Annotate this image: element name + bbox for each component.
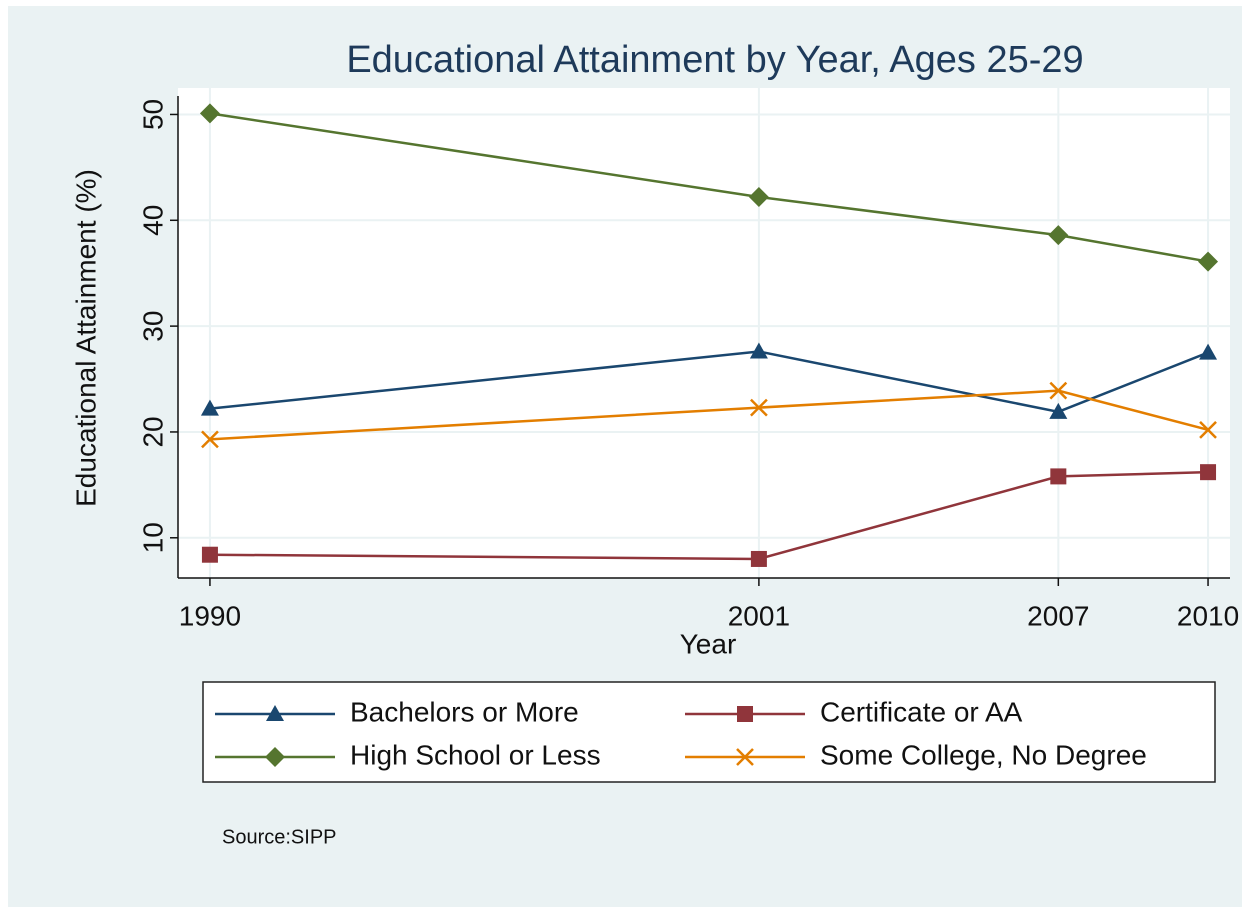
legend-label: High School or Less <box>350 739 601 770</box>
y-axis-title: Educational Attainment (%) <box>70 169 101 507</box>
plot-region <box>178 88 1230 578</box>
legend-marker <box>736 748 754 766</box>
data-point <box>1198 251 1219 272</box>
data-point <box>748 187 769 208</box>
series-line <box>209 389 1209 441</box>
legend-box <box>202 681 1216 783</box>
data-point <box>749 342 768 359</box>
x-axis-title: Year <box>680 628 737 659</box>
y-tick-label: 50 <box>137 99 168 130</box>
data-point <box>1199 420 1217 439</box>
x-tick-label: 2001 <box>728 600 790 631</box>
y-tick-label: 20 <box>137 416 168 447</box>
data-point <box>200 399 219 416</box>
data-point <box>1199 343 1218 360</box>
series-line <box>209 350 1209 414</box>
data-point <box>201 430 219 449</box>
legend-marker <box>266 705 284 721</box>
y-tick-label: 40 <box>137 205 168 236</box>
data-point <box>1049 402 1068 419</box>
y-tick-label: 30 <box>137 311 168 342</box>
legend-label: Certificate or AA <box>820 696 1023 727</box>
legend-marker <box>737 706 753 722</box>
y-tick-label: 10 <box>137 522 168 553</box>
data-point <box>1200 464 1217 481</box>
x-tick-label: 1990 <box>179 600 241 631</box>
legend-marker <box>265 747 285 767</box>
series-line <box>209 470 1209 561</box>
x-tick-label: 2010 <box>1177 600 1239 631</box>
data-point <box>750 398 768 417</box>
data-point <box>1048 225 1069 246</box>
chart-title: Educational Attainment by Year, Ages 25-… <box>346 39 1083 81</box>
data-point <box>201 546 218 563</box>
data-point <box>1049 381 1068 400</box>
data-point <box>199 103 220 124</box>
series-line <box>209 112 1209 263</box>
data-point <box>750 550 767 567</box>
legend-label: Some College, No Degree <box>820 739 1147 770</box>
data-point <box>1050 468 1067 485</box>
legend-label: Bachelors or More <box>350 696 579 727</box>
x-tick-label: 2007 <box>1027 600 1089 631</box>
source-note: Source:SIPP <box>222 826 337 848</box>
